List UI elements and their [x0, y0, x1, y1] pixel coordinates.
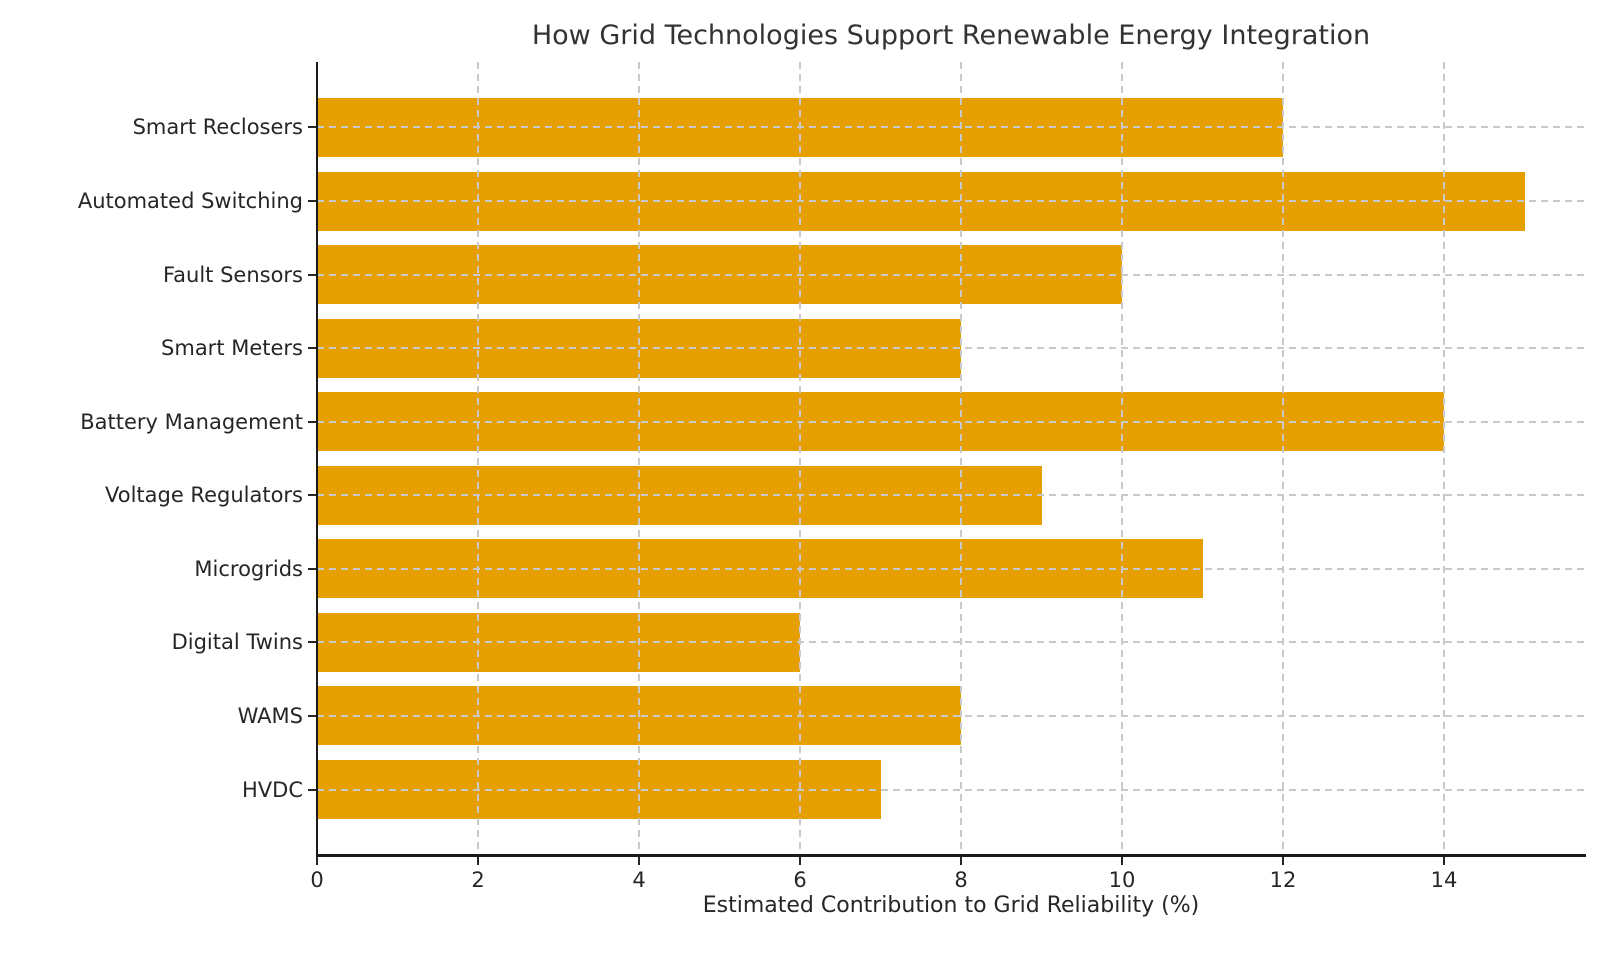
category-label-voltage-regulators: Voltage Regulators: [104, 483, 303, 507]
category-label-wams: WAMS: [237, 704, 303, 728]
category-label-smart-meters: Smart Meters: [161, 336, 303, 360]
y-tick-mark-6: [308, 568, 316, 570]
x-tick-label-10: 10: [1108, 868, 1136, 892]
y-axis-spine: [316, 62, 318, 856]
x-axis-spine: [316, 854, 1586, 857]
gridline-y-4: [317, 421, 1585, 423]
x-axis-label: Estimated Contribution to Grid Reliabili…: [702, 893, 1200, 918]
x-tick-mark-12: [1282, 857, 1284, 865]
x-tick-label-2: 2: [471, 868, 485, 892]
gridline-y-1: [317, 200, 1585, 202]
chart-title: How Grid Technologies Support Renewable …: [531, 20, 1371, 51]
gridline-y-6: [317, 568, 1585, 570]
category-label-digital-twins: Digital Twins: [171, 630, 303, 654]
x-tick-mark-0: [316, 857, 318, 865]
y-tick-mark-2: [308, 274, 316, 276]
x-tick-mark-6: [799, 857, 801, 865]
category-label-automated-switching: Automated Switching: [77, 189, 303, 213]
y-tick-mark-8: [308, 715, 316, 717]
gridline-y-7: [317, 641, 1585, 643]
gridline-x-8: [960, 62, 962, 855]
y-tick-mark-5: [308, 494, 316, 496]
gridline-y-8: [317, 715, 1585, 717]
x-tick-mark-4: [638, 857, 640, 865]
x-tick-mark-8: [960, 857, 962, 865]
category-label-hvdc: HVDC: [242, 778, 303, 802]
y-tick-mark-7: [308, 641, 316, 643]
x-tick-label-14: 14: [1430, 868, 1458, 892]
gridline-x-12: [1282, 62, 1284, 855]
x-tick-mark-14: [1443, 857, 1445, 865]
x-tick-label-6: 6: [793, 868, 807, 892]
category-label-fault-sensors: Fault Sensors: [163, 263, 303, 287]
gridline-y-9: [317, 789, 1585, 791]
x-tick-label-12: 12: [1269, 868, 1297, 892]
y-tick-mark-4: [308, 421, 316, 423]
x-tick-label-0: 0: [310, 868, 324, 892]
gridline-y-5: [317, 494, 1585, 496]
x-tick-label-8: 8: [954, 868, 968, 892]
category-label-battery-management: Battery Management: [80, 410, 303, 434]
x-tick-mark-2: [477, 857, 479, 865]
y-tick-mark-0: [308, 126, 316, 128]
gridline-x-6: [799, 62, 801, 855]
category-label-microgrids: Microgrids: [194, 557, 303, 581]
gridline-y-2: [317, 274, 1585, 276]
y-tick-mark-1: [308, 200, 316, 202]
gridline-x-4: [638, 62, 640, 855]
gridline-y-3: [317, 347, 1585, 349]
y-tick-mark-9: [308, 789, 316, 791]
gridline-x-10: [1121, 62, 1123, 855]
gridline-x-14: [1443, 62, 1445, 855]
y-tick-mark-3: [308, 347, 316, 349]
gridline-x-2: [477, 62, 479, 855]
x-tick-label-4: 4: [632, 868, 646, 892]
gridline-y-0: [317, 126, 1585, 128]
category-label-smart-reclosers: Smart Reclosers: [132, 115, 303, 139]
x-tick-mark-10: [1121, 857, 1123, 865]
